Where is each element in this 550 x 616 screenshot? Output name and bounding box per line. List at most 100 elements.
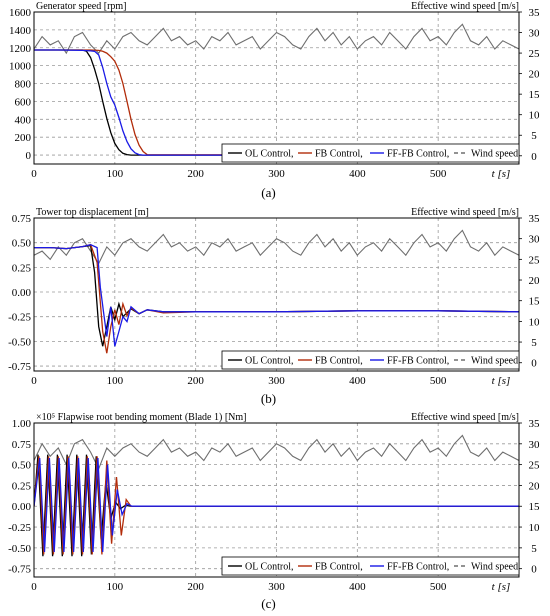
y-tick-label: -0.25 — [8, 522, 31, 534]
x-tick-label: 300 — [268, 581, 285, 593]
x-tick-label: 400 — [349, 168, 366, 180]
left-axis-title: Tower top displacement [m] — [36, 207, 149, 218]
y-tick-label: -0.50 — [8, 543, 31, 555]
y-tick-label: 0.25 — [12, 262, 32, 274]
legend-fffb-label: FF-FB Control, — [387, 149, 449, 160]
y2-tick-label: 5 — [531, 337, 537, 349]
left-axis-title: ×10⁵ Flapwise root bending moment (Blade… — [36, 412, 246, 423]
y-tick-label: 200 — [15, 132, 32, 144]
legend-wind-label: Wind speed — [471, 562, 518, 573]
panel-sublabel: (c) — [261, 596, 275, 611]
legend-fb-label: FB Control, — [315, 562, 363, 573]
legend-ol-label: OL Control, — [245, 562, 294, 573]
y-tick-label: 0.50 — [12, 460, 32, 472]
x-axis-label: t [s] — [492, 581, 511, 593]
y-tick-label: -0.50 — [8, 336, 31, 348]
y2-tick-label: 25 — [529, 48, 541, 60]
legend-fb-label: FB Control, — [315, 356, 363, 367]
y-tick-label: 800 — [15, 79, 32, 91]
plot-frame — [33, 422, 520, 578]
y2-tick-label: 0 — [531, 564, 537, 576]
legend-fffb-label: FF-FB Control, — [387, 562, 449, 573]
y2-tick-label: 15 — [529, 89, 541, 101]
y-tick-label: -0.25 — [8, 312, 31, 324]
series-fffb-line — [34, 49, 519, 156]
legend-fb-label: FB Control, — [315, 149, 363, 160]
x-axis-label: t [s] — [492, 168, 511, 180]
y2-tick-label: 0 — [531, 151, 537, 163]
panel-c: 0 100 200 300 400 500-0.75-0.50-0.250.000.250… — [8, 412, 540, 611]
x-tick-label: 400 — [349, 581, 366, 593]
y-tick-label: 600 — [15, 96, 32, 108]
left-axis-title: Generator speed [rpm] — [36, 1, 127, 12]
x-tick-label: 500 — [430, 168, 447, 180]
y2-tick-label: 35 — [529, 418, 541, 430]
y2-tick-label: 10 — [529, 316, 541, 328]
y-tick-label: 1200 — [9, 43, 32, 55]
y-tick-label: 1.00 — [12, 418, 32, 430]
x-tick-label: 0 — [31, 581, 37, 593]
legend: OL Control, FB Control, FF-FB Control, Wind… — [221, 556, 520, 576]
y2-tick-label: 15 — [529, 501, 541, 513]
series-fffb-line — [34, 244, 519, 347]
y2-tick-label: 25 — [529, 460, 541, 472]
series-fffb-line — [34, 457, 519, 553]
y2-tick-label: 35 — [529, 213, 541, 225]
y2-tick-label: 25 — [529, 254, 541, 266]
series-wind-line — [34, 434, 519, 471]
x-tick-label: 0 — [31, 375, 37, 387]
panel-b: 0 100 200 300 400 500-0.75-0.50-0.250.000.250… — [8, 207, 540, 406]
y-tick-label: 0.00 — [12, 501, 32, 513]
x-tick-label: 100 — [107, 168, 124, 180]
legend-ol-label: OL Control, — [245, 356, 294, 367]
x-tick-label: 500 — [430, 581, 447, 593]
y-tick-label: 0.50 — [12, 238, 32, 250]
x-tick-label: 300 — [268, 168, 285, 180]
y2-tick-label: 5 — [531, 543, 537, 555]
y-tick-label: 0.00 — [12, 287, 32, 299]
y2-tick-label: 35 — [529, 7, 541, 19]
right-axis-title: Effective wind speed [m/s] — [411, 207, 519, 218]
series-wind-line — [34, 23, 519, 55]
x-tick-label: 400 — [349, 375, 366, 387]
y-tick-label: 0.75 — [12, 213, 32, 225]
x-tick-label: 100 — [107, 375, 124, 387]
x-tick-label: 500 — [430, 375, 447, 387]
x-axis-label: t [s] — [492, 375, 511, 387]
legend: OL Control, FB Control, FF-FB Control, Wind… — [221, 143, 520, 163]
x-tick-label: 200 — [187, 168, 204, 180]
plot-frame — [33, 11, 520, 165]
y-tick-label: -0.75 — [8, 564, 31, 576]
y2-tick-label: 0 — [531, 358, 537, 370]
panel-sublabel: (a) — [261, 185, 275, 200]
x-tick-label: 200 — [187, 375, 204, 387]
legend-ol-label: OL Control, — [245, 149, 294, 160]
y2-tick-label: 30 — [529, 439, 541, 451]
series-fb-line — [34, 49, 519, 156]
y2-tick-label: 10 — [529, 110, 541, 122]
series-wind-line — [34, 229, 519, 265]
y-tick-label: 0.25 — [12, 480, 32, 492]
y-tick-label: 0 — [26, 150, 32, 162]
legend-wind-label: Wind speed — [471, 356, 518, 367]
y2-tick-label: 15 — [529, 296, 541, 308]
panel-a: 0 100 200 300 400 500020040060080010001200140… — [9, 1, 540, 200]
y-tick-label: 400 — [15, 114, 32, 126]
y2-tick-label: 20 — [529, 69, 541, 81]
y-tick-label: 1600 — [9, 7, 32, 19]
y-tick-label: -0.75 — [8, 361, 31, 373]
y-tick-label: 1000 — [9, 61, 32, 73]
x-tick-label: 200 — [187, 581, 204, 593]
right-axis-title: Effective wind speed [m/s] — [411, 412, 519, 423]
y2-tick-label: 10 — [529, 522, 541, 534]
y2-tick-label: 20 — [529, 480, 541, 492]
y2-tick-label: 20 — [529, 275, 541, 287]
x-tick-label: 300 — [268, 375, 285, 387]
legend-fffb-label: FF-FB Control, — [387, 356, 449, 367]
x-tick-label: 0 — [31, 168, 37, 180]
y-tick-label: 0.75 — [12, 439, 32, 451]
legend: OL Control, FB Control, FF-FB Control, Wind… — [221, 350, 520, 370]
plot-frame — [33, 217, 520, 372]
legend-wind-label: Wind speed — [471, 149, 518, 160]
